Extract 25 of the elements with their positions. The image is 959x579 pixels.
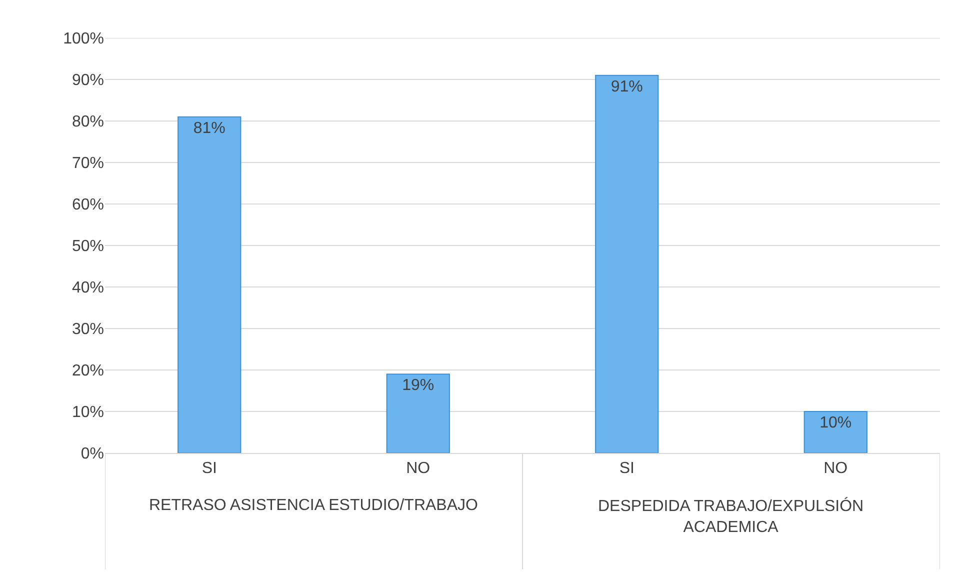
y-tick-label: 90% (72, 72, 104, 90)
bar (386, 374, 450, 453)
x-tick-label: SI (202, 460, 217, 478)
text: RETRASO ASISTENCIA ESTUDIO/TRABAJO (149, 497, 478, 514)
data-label: 19% (402, 377, 434, 394)
y-tick-label: 0% (80, 446, 104, 463)
text: DESPEDIDA TRABAJO/EXPULSIÓN ACADEMICA (598, 497, 864, 536)
data-label: 81% (193, 120, 226, 137)
x-tick-label: NO (824, 460, 848, 478)
y-tick-label: 40% (72, 280, 104, 297)
y-tick-label: 100% (63, 30, 104, 48)
y-tick-label: 50% (72, 238, 104, 256)
bar (595, 74, 659, 453)
bar (178, 116, 242, 453)
data-label: 10% (820, 414, 852, 432)
y-tick-label: 70% (72, 155, 104, 172)
y-tick-label: 30% (72, 321, 104, 338)
data-label: 91% (610, 78, 643, 96)
y-tick-label: 20% (72, 362, 104, 380)
x-tick-label: NO (406, 460, 430, 478)
y-tick-label: 80% (72, 114, 104, 131)
y-tick-label: 60% (72, 196, 104, 214)
bar (804, 411, 868, 453)
y-tick-label: 10% (72, 404, 104, 422)
x-tick-label: SI (619, 460, 634, 478)
